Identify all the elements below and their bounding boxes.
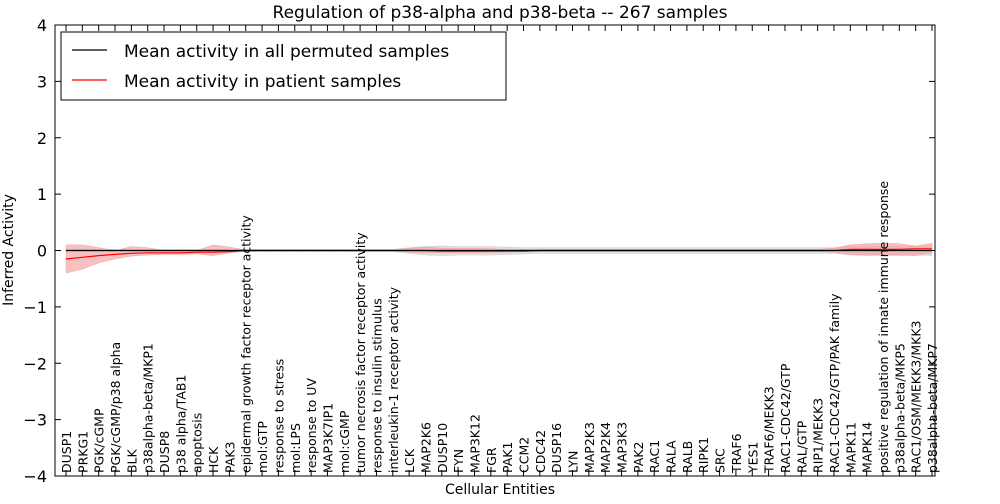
x-tick-label: HCK bbox=[206, 446, 221, 473]
x-axis-label: Cellular Entities bbox=[445, 482, 555, 498]
x-tick-label: YES1 bbox=[745, 442, 760, 474]
x-tick-label: CCM2 bbox=[517, 437, 532, 473]
x-tick-label: LCK bbox=[402, 448, 417, 473]
y-tick-label: −3 bbox=[23, 411, 47, 430]
y-tick-label: 0 bbox=[37, 242, 47, 261]
x-tick-label: RALB bbox=[680, 441, 695, 473]
x-tick-label: MAPK11 bbox=[843, 422, 858, 473]
x-tick-label: MAPK14 bbox=[860, 422, 875, 473]
x-tick-label: PAK3 bbox=[222, 442, 237, 473]
x-tick-label: response to stress bbox=[271, 359, 286, 473]
x-tick-label: LYN bbox=[566, 451, 581, 473]
y-tick-label: 1 bbox=[37, 185, 47, 204]
x-tick-label: DUSP8 bbox=[157, 431, 172, 473]
x-axis: DUSP1 PRKG1 PGK/cGMP PGK/cGMP/p38 alpha BLK p… bbox=[59, 25, 940, 476]
x-tick-label: mol:GTP bbox=[255, 421, 270, 473]
x-tick-label: interleukin-1 receptor activity bbox=[386, 286, 401, 473]
y-axis-label: Inferred Activity bbox=[1, 194, 17, 306]
x-tick-label: tumor necrosis factor receptor activity bbox=[353, 232, 368, 473]
x-tick-label: FYN bbox=[451, 449, 466, 473]
chart-title: Regulation of p38-alpha and p38-beta -- … bbox=[273, 3, 728, 23]
x-tick-label: RAL/GTP bbox=[794, 420, 809, 473]
x-tick-label: PGK/cGMP bbox=[92, 408, 107, 473]
legend: Mean activity in all permuted samples Me… bbox=[60, 31, 507, 101]
x-tick-label: MAP3K7IP1 bbox=[320, 403, 335, 473]
x-tick-label: DUSP10 bbox=[435, 423, 450, 473]
x-tick-label: MAP2K3 bbox=[582, 422, 597, 473]
x-tick-label: MAP3K3 bbox=[615, 422, 630, 473]
x-tick-label: mol:cGMP bbox=[337, 410, 352, 473]
x-tick-label: FGR bbox=[484, 447, 499, 473]
x-tick-label: response to UV bbox=[304, 378, 319, 473]
x-tick-label: p38alpha-beta/MKP5 bbox=[892, 343, 907, 473]
x-tick-label: RAC1-CDC42/GTP bbox=[778, 363, 793, 473]
y-tick-label: −2 bbox=[23, 354, 47, 373]
x-tick-label: RIP1/MEKK3 bbox=[811, 398, 826, 473]
x-tick-label: RAC1/OSM/MEKK3/MKK3 bbox=[909, 320, 924, 473]
legend-box bbox=[60, 31, 507, 101]
x-tick-label: p38alpha-beta/MKP7 bbox=[925, 343, 940, 473]
y-tick-label: −4 bbox=[23, 467, 47, 486]
x-tick-label: SRC bbox=[713, 448, 728, 473]
legend-label-permuted: Mean activity in all permuted samples bbox=[124, 42, 449, 62]
x-tick-label: DUSP16 bbox=[549, 423, 564, 473]
series-lines bbox=[65, 248, 932, 260]
x-tick-label: response to insulin stimulus bbox=[370, 298, 385, 473]
y-tick-label: −1 bbox=[23, 298, 47, 317]
x-tick-label: PGK/cGMP/p38 alpha bbox=[108, 342, 123, 473]
x-tick-label: PAK2 bbox=[631, 442, 646, 473]
x-tick-label: RAC1 bbox=[647, 440, 662, 473]
y-tick-label: 2 bbox=[37, 129, 47, 148]
x-tick-label: TRAF6 bbox=[729, 433, 744, 474]
y-tick-label: 4 bbox=[37, 16, 47, 35]
x-tick-label: DUSP1 bbox=[59, 431, 74, 473]
x-tick-label: epidermal growth factor receptor activit… bbox=[239, 215, 254, 473]
x-tick-label: MAP2K6 bbox=[419, 422, 434, 473]
x-tick-label: mol:LPS bbox=[288, 423, 303, 473]
y-axis: −4 −3 −2 −1 0 1 2 3 4 bbox=[23, 16, 935, 486]
x-tick-label: p38 alpha/TAB1 bbox=[173, 375, 188, 473]
x-tick-label: PRKG1 bbox=[75, 431, 90, 473]
x-tick-label: RIPK1 bbox=[696, 437, 711, 473]
x-tick-label: TRAF6/MEKK3 bbox=[762, 386, 777, 474]
x-tick-label: RAC1-CDC42/GTP/PAK family bbox=[827, 293, 842, 473]
x-tick-label: MAP3K12 bbox=[468, 414, 483, 473]
y-tick-label: 3 bbox=[37, 72, 47, 91]
x-tick-label: BLK bbox=[124, 449, 139, 474]
x-tick-label: p38alpha-beta/MKP1 bbox=[141, 343, 156, 473]
x-tick-label: PAK1 bbox=[500, 442, 515, 473]
x-tick-label: MAP2K4 bbox=[598, 422, 613, 473]
x-tick-label: RALA bbox=[664, 440, 679, 473]
legend-label-patient: Mean activity in patient samples bbox=[124, 72, 401, 92]
x-tick-label: positive regulation of innate immune res… bbox=[876, 181, 891, 473]
x-tick-label: apoptosis bbox=[190, 413, 205, 473]
x-tick-label: CDC42 bbox=[533, 430, 548, 473]
